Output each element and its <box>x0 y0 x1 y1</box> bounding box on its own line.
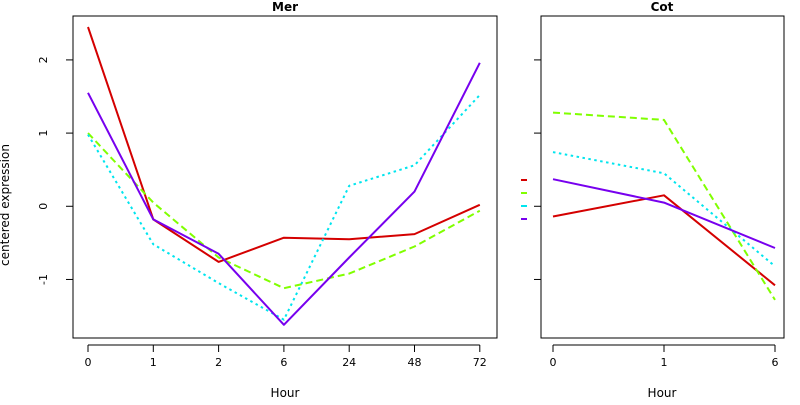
series-lines <box>87 26 481 326</box>
x-tick-label: 72 <box>473 356 487 369</box>
x-axis: 0 1 2 6 24 48 72 <box>85 344 487 369</box>
x-axis-label: Hour <box>648 386 677 400</box>
plot-frame <box>72 15 498 339</box>
series-color-key <box>521 179 527 220</box>
y-tick-label: 2 <box>37 56 50 63</box>
series-line-3 <box>87 94 481 321</box>
x-axis-label: Hour <box>271 386 300 400</box>
x-axis: 0 1 6 <box>550 344 779 369</box>
x-tick-label: 1 <box>661 356 668 369</box>
y-axis-label: centered expression <box>0 144 12 266</box>
x-tick-label: 0 <box>85 356 92 369</box>
x-tick-label: 1 <box>150 356 157 369</box>
y-axis-ticks <box>534 59 541 280</box>
series-line-4 <box>552 178 776 249</box>
series-lines <box>552 111 776 301</box>
series-line-3 <box>552 151 776 268</box>
panel-title: Cot <box>651 0 674 14</box>
y-tick-label: -1 <box>37 274 50 285</box>
panel-cot: Cot Hour 0 1 6 <box>534 0 785 400</box>
plot-frame <box>540 15 785 339</box>
panel-mer: Mer Hour -1 0 1 2 0 1 2 6 24 48 72 <box>37 0 498 400</box>
y-tick-label: 0 <box>37 203 50 210</box>
series-line-4 <box>87 62 481 326</box>
x-tick-label: 0 <box>550 356 557 369</box>
series-line-1 <box>552 194 776 287</box>
x-tick-label: 24 <box>342 356 356 369</box>
y-axis: -1 0 1 2 <box>37 56 73 285</box>
series-line-2 <box>87 132 481 290</box>
series-line-1 <box>87 26 481 263</box>
y-tick-label: 1 <box>37 130 50 137</box>
x-tick-label: 6 <box>772 356 779 369</box>
series-line-2 <box>552 111 776 301</box>
panel-title: Mer <box>272 0 298 14</box>
x-tick-label: 6 <box>280 356 287 369</box>
x-tick-label: 2 <box>215 356 222 369</box>
x-tick-label: 48 <box>408 356 422 369</box>
